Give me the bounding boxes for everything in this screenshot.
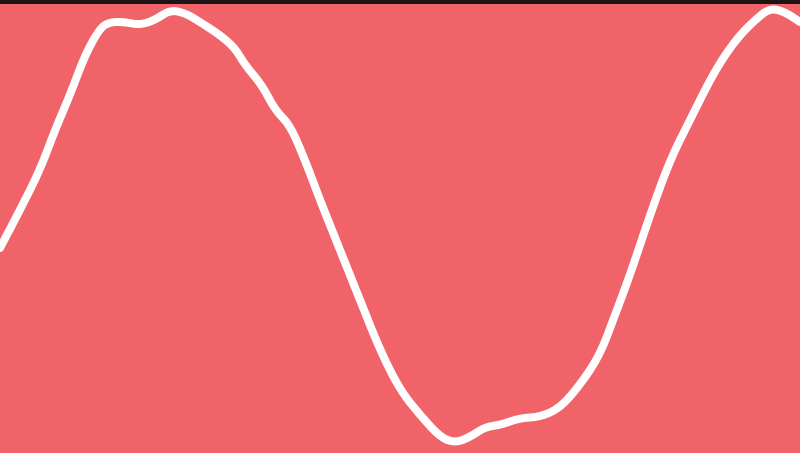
- drawn-wave-line: [0, 5, 800, 446]
- top-bar: [0, 0, 800, 4]
